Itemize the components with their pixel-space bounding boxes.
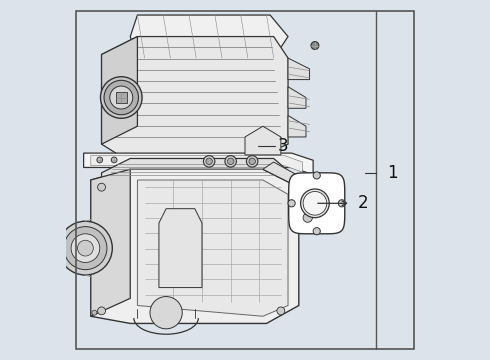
- Circle shape: [246, 156, 258, 167]
- Polygon shape: [137, 180, 288, 316]
- Polygon shape: [91, 169, 130, 316]
- Circle shape: [249, 158, 255, 165]
- Circle shape: [100, 77, 142, 118]
- Circle shape: [300, 189, 329, 218]
- Circle shape: [225, 156, 236, 167]
- Circle shape: [313, 172, 320, 179]
- Circle shape: [58, 221, 112, 275]
- Text: 3: 3: [277, 137, 288, 155]
- Polygon shape: [91, 156, 302, 172]
- Circle shape: [303, 213, 313, 222]
- Polygon shape: [101, 158, 299, 187]
- Polygon shape: [245, 126, 281, 155]
- Polygon shape: [84, 153, 313, 175]
- Polygon shape: [288, 58, 310, 80]
- Polygon shape: [263, 162, 306, 187]
- Polygon shape: [116, 92, 126, 103]
- Polygon shape: [101, 37, 137, 144]
- Circle shape: [150, 297, 182, 329]
- Polygon shape: [159, 209, 202, 288]
- Circle shape: [97, 157, 102, 163]
- Polygon shape: [299, 202, 317, 234]
- Circle shape: [311, 41, 319, 49]
- Circle shape: [338, 200, 345, 207]
- Circle shape: [288, 200, 295, 207]
- Polygon shape: [288, 116, 306, 137]
- Circle shape: [111, 157, 117, 163]
- Polygon shape: [91, 169, 299, 323]
- Polygon shape: [130, 15, 288, 58]
- Circle shape: [313, 228, 320, 235]
- Circle shape: [110, 86, 133, 109]
- Circle shape: [98, 183, 105, 191]
- Circle shape: [77, 240, 93, 256]
- Polygon shape: [101, 37, 288, 162]
- Text: 1: 1: [387, 164, 397, 182]
- Circle shape: [98, 307, 105, 315]
- Circle shape: [203, 156, 215, 167]
- Circle shape: [227, 158, 234, 165]
- Circle shape: [303, 192, 327, 215]
- Circle shape: [92, 310, 97, 315]
- Polygon shape: [288, 87, 306, 108]
- Text: 2: 2: [358, 194, 368, 212]
- Circle shape: [71, 234, 100, 262]
- Circle shape: [277, 307, 285, 315]
- Circle shape: [104, 80, 139, 115]
- Circle shape: [206, 158, 212, 165]
- Circle shape: [64, 226, 107, 270]
- Polygon shape: [289, 173, 345, 234]
